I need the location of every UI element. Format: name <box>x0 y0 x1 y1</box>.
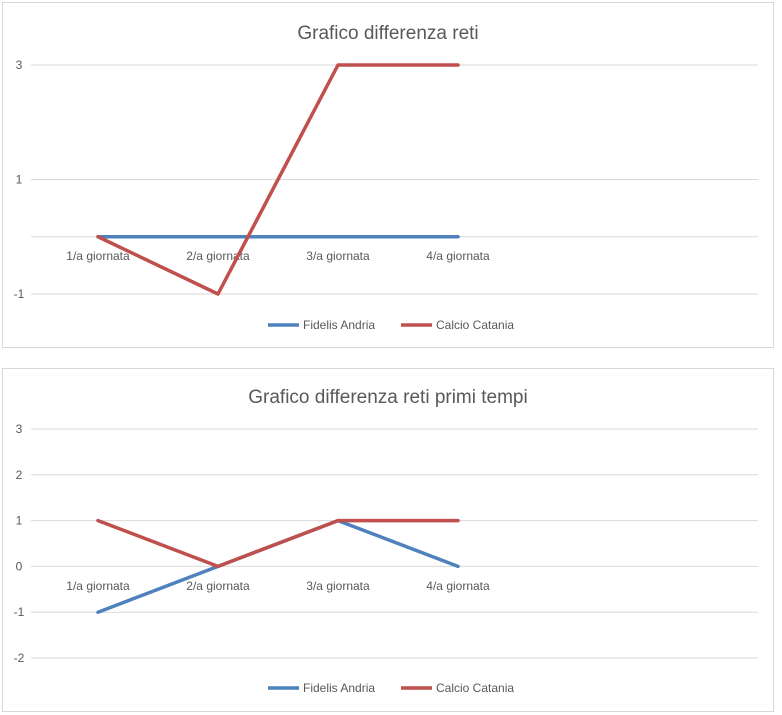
legend-label: Fidelis Andria <box>303 318 375 332</box>
legend-label: Fidelis Andria <box>303 681 375 695</box>
y-tick-label: 1 <box>16 514 23 528</box>
chart-panel-first-half-goal-difference: Grafico differenza reti primi tempi 3 2 1 0 -… <box>2 368 774 712</box>
y-tick-label: 3 <box>16 58 23 72</box>
y-tick-label: -1 <box>14 287 25 301</box>
x-tick-label: 1/a giornata <box>66 579 130 593</box>
x-tick-label: 3/a giornata <box>306 579 370 593</box>
chart-title: Grafico differenza reti primi tempi <box>248 387 527 408</box>
x-tick-label: 4/a giornata <box>426 249 490 263</box>
x-tick-label: 2/a giornata <box>186 579 250 593</box>
y-tick-label: 2 <box>16 468 23 482</box>
y-tick-label: 0 <box>16 559 23 573</box>
chart-title: Grafico differenza reti <box>297 23 478 44</box>
y-tick-label: -1 <box>14 605 25 619</box>
chart-panel-goal-difference: Grafico differenza reti 3 1 -1 1/a giornata 2… <box>2 2 774 348</box>
legend-label: Calcio Catania <box>436 681 514 695</box>
x-tick-label: 2/a giornata <box>186 249 250 263</box>
x-tick-label: 3/a giornata <box>306 249 370 263</box>
y-tick-label: 1 <box>16 173 23 187</box>
chart-goal-difference: Grafico differenza reti 3 1 -1 1/a giornata 2… <box>14 23 758 332</box>
y-tick-label: -2 <box>14 651 25 665</box>
series-line-calcio-catania <box>96 63 460 296</box>
x-tick-label: 1/a giornata <box>66 249 130 263</box>
legend-label: Calcio Catania <box>436 318 514 332</box>
series-line-calcio-catania <box>96 518 460 569</box>
chart-first-half-goal-difference: Grafico differenza reti primi tempi 3 2 1 0 -… <box>14 387 758 695</box>
x-tick-label: 4/a giornata <box>426 579 490 593</box>
y-tick-label: 3 <box>16 422 23 436</box>
